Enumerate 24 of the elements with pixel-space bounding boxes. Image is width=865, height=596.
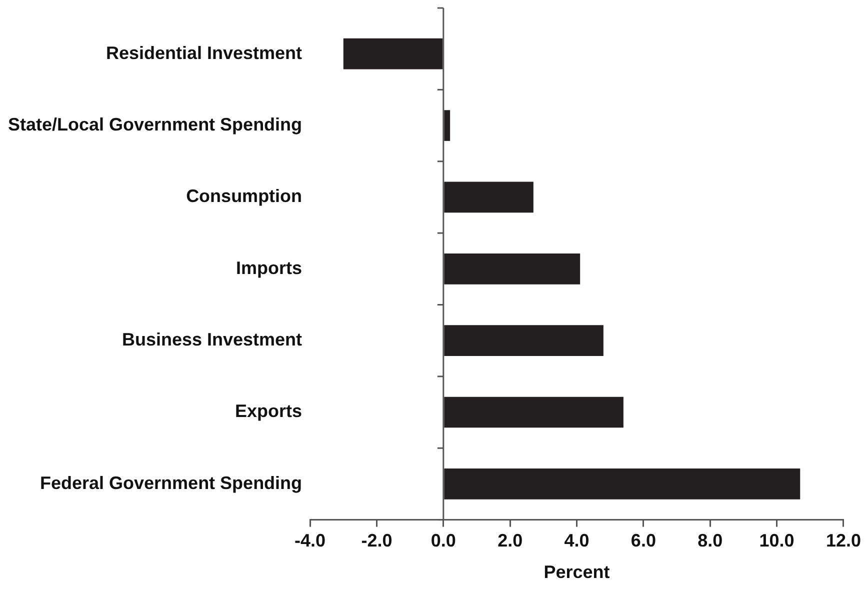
x-tick-label: 6.0 bbox=[630, 530, 656, 551]
y-tick-label: Imports bbox=[236, 258, 302, 278]
y-tick-label: Exports bbox=[235, 401, 302, 422]
bar bbox=[444, 182, 534, 213]
bar bbox=[343, 38, 443, 70]
x-tick-label: 10.0 bbox=[759, 530, 794, 551]
bar bbox=[444, 110, 450, 141]
bar bbox=[444, 325, 604, 356]
x-tick-label: -4.0 bbox=[294, 530, 326, 551]
y-tick-label: Federal Government Spending bbox=[40, 472, 302, 493]
x-tick-label: 0.0 bbox=[430, 530, 456, 551]
x-tick-label: 2.0 bbox=[498, 530, 523, 551]
bar bbox=[444, 396, 624, 428]
y-tick-label: Business Investment bbox=[122, 330, 302, 350]
x-tick-label: 4.0 bbox=[564, 530, 590, 551]
y-tick-label: Residential Investment bbox=[106, 42, 302, 63]
x-tick-label: 12.0 bbox=[826, 530, 862, 551]
bar bbox=[444, 468, 800, 500]
y-tick-label: Consumption bbox=[186, 186, 302, 206]
x-tick-label: -2.0 bbox=[361, 530, 392, 551]
y-tick-label: State/Local Government Spending bbox=[8, 114, 302, 134]
x-axis-title: Percent bbox=[544, 562, 610, 582]
bar bbox=[444, 253, 580, 284]
x-tick-label: 8.0 bbox=[698, 530, 723, 551]
